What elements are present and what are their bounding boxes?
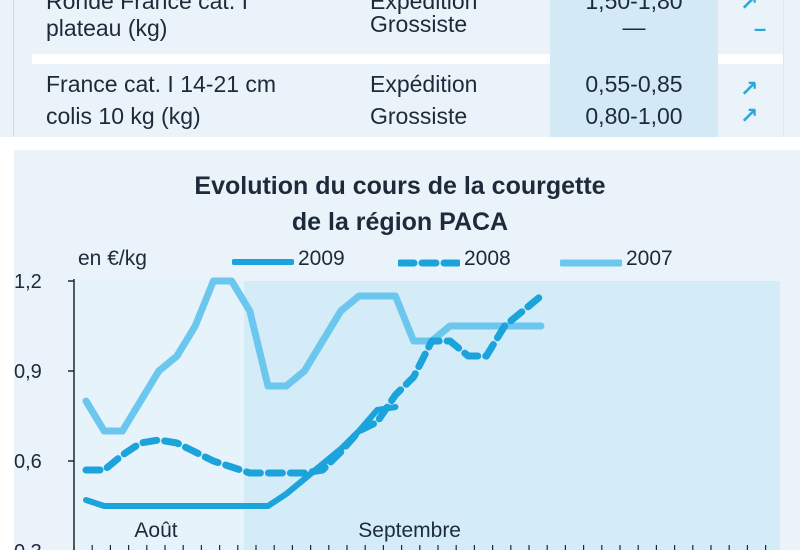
plot-background-aout <box>74 281 244 550</box>
row2-product-line1: France cat. I 14-21 cm <box>46 71 277 97</box>
price-column-background <box>550 0 718 137</box>
plot-area <box>74 281 780 550</box>
table-right-edge <box>783 0 800 137</box>
row2-price1: 0,55-0,85 <box>585 71 683 97</box>
legend-swatch-2009 <box>232 259 294 265</box>
x-month-label: Août <box>134 519 177 542</box>
row1-stage1: Expédition <box>370 0 478 14</box>
table-left-rule <box>13 0 14 137</box>
legend-label-2007: 2007 <box>626 247 673 270</box>
row1-stage2: Grossiste <box>370 11 468 37</box>
row2-trend1-arrow-icon: ↗ <box>740 76 759 101</box>
row1-trend1-arrow-icon: ↗ <box>740 0 759 15</box>
price-table: Ronde France cat. I plateau (kg) Expédit… <box>0 0 800 137</box>
chart-title-line1: Evolution du cours de la courgette <box>194 172 606 200</box>
y-tick-label: 0,6 <box>14 451 42 473</box>
legend-swatch-2008 <box>398 259 460 267</box>
row2-trend2-arrow-icon: ↗ <box>740 103 759 128</box>
series-layer <box>82 277 545 509</box>
series-line-2007 <box>82 277 545 435</box>
series-line-2009 <box>83 404 399 509</box>
row-separator <box>32 54 783 64</box>
row1-price1: 1,50-1,80 <box>585 0 683 14</box>
row1-product-line1: Ronde France cat. I <box>46 0 248 14</box>
axis-labels: 0,3 0,6 0,9 1,2 Août Septembre <box>14 271 461 550</box>
row2-stage2: Grossiste <box>370 103 468 129</box>
row2-price2: 0,80-1,00 <box>585 103 683 129</box>
row2-stage1: Expédition <box>370 71 478 97</box>
row1-price2: — <box>622 14 646 40</box>
row1-product-line2: plateau (kg) <box>46 15 168 41</box>
row1-trend2-dash-icon: – <box>754 16 767 41</box>
x-month-label: Septembre <box>358 519 461 542</box>
y-tick-label: 0,3 <box>14 541 42 550</box>
y-tick-label: 0,9 <box>14 361 42 383</box>
legend-label-2008: 2008 <box>464 247 511 270</box>
legend-swatch-2007 <box>560 259 622 267</box>
row2-product-line2: colis 10 kg (kg) <box>46 103 201 129</box>
chart-title-line2: de la région PACA <box>291 208 509 236</box>
y-tick-label: 1,2 <box>14 271 42 293</box>
legend-label-2009: 2009 <box>298 247 345 270</box>
trend-column-background <box>718 0 783 137</box>
chart-axes <box>68 279 767 550</box>
y-axis-unit-label: en €/kg <box>78 247 147 270</box>
